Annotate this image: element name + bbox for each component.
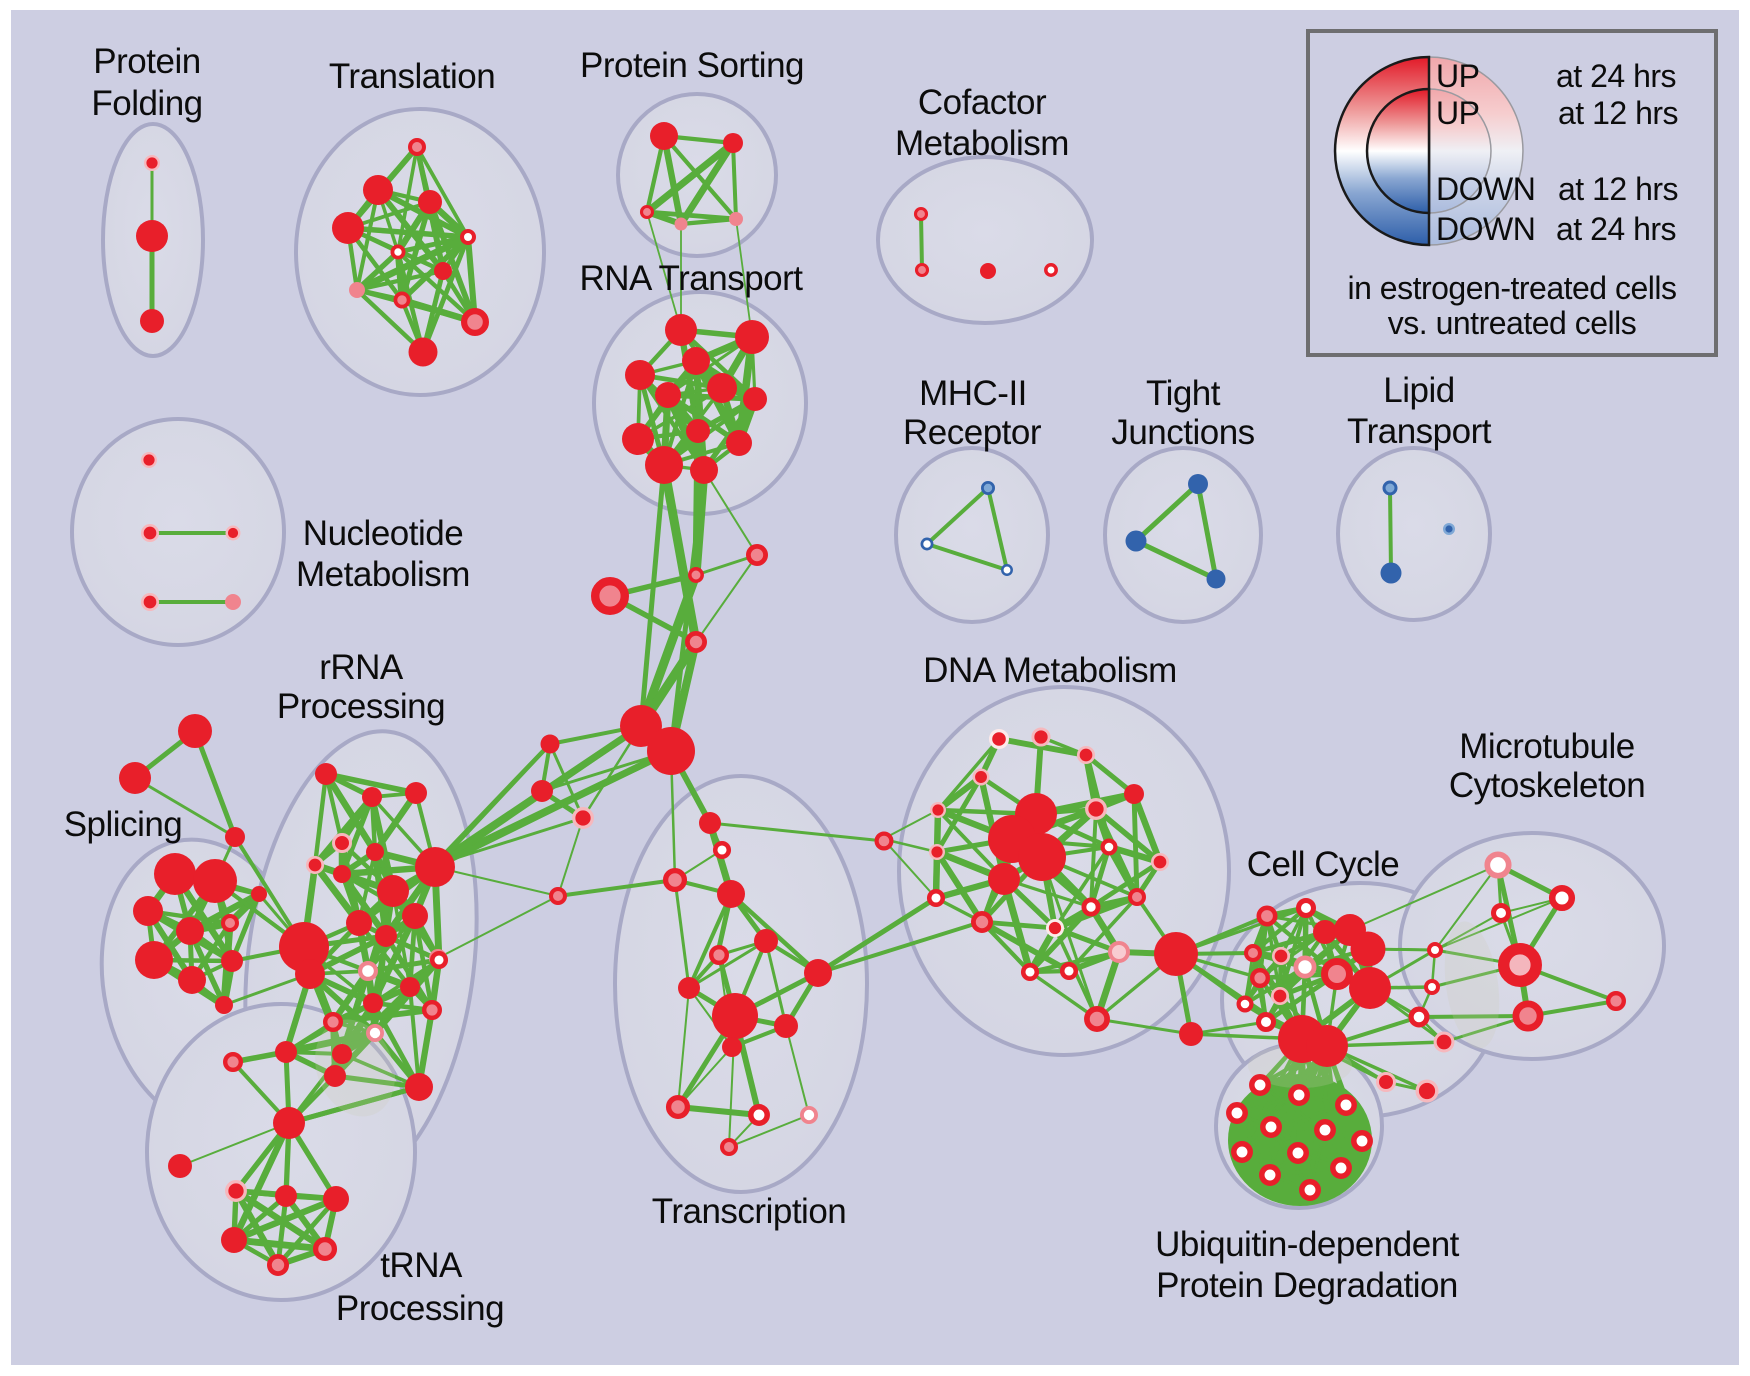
svg-text:Ubiquitin-dependent: Ubiquitin-dependent — [1155, 1225, 1460, 1264]
svg-text:Junctions: Junctions — [1111, 413, 1254, 452]
svg-text:Transcription: Transcription — [652, 1192, 847, 1231]
svg-text:RNA Transport: RNA Transport — [579, 259, 803, 298]
svg-text:at 12 hrs: at 12 hrs — [1558, 95, 1678, 131]
svg-text:UP: UP — [1436, 58, 1479, 94]
svg-text:at 12 hrs: at 12 hrs — [1558, 171, 1678, 207]
svg-text:vs. untreated cells: vs. untreated cells — [1388, 305, 1636, 341]
svg-text:MHC-II: MHC-II — [919, 374, 1027, 413]
svg-text:Splicing: Splicing — [64, 805, 183, 844]
svg-text:Nucleotide: Nucleotide — [303, 514, 463, 553]
svg-text:at 24 hrs: at 24 hrs — [1556, 211, 1676, 247]
svg-text:Microtubule: Microtubule — [1459, 727, 1634, 766]
svg-text:Processing: Processing — [277, 687, 445, 726]
svg-text:Protein Sorting: Protein Sorting — [580, 46, 804, 85]
svg-text:DNA Metabolism: DNA Metabolism — [923, 651, 1177, 690]
svg-text:DOWN: DOWN — [1436, 211, 1535, 247]
svg-text:Metabolism: Metabolism — [895, 124, 1069, 163]
svg-text:rRNA: rRNA — [319, 648, 404, 687]
svg-text:Protein Degradation: Protein Degradation — [1156, 1266, 1458, 1305]
svg-text:Translation: Translation — [329, 57, 495, 96]
svg-text:in estrogen-treated cells: in estrogen-treated cells — [1347, 270, 1676, 306]
svg-text:Cell Cycle: Cell Cycle — [1247, 845, 1400, 884]
svg-text:at 24 hrs: at 24 hrs — [1556, 58, 1676, 94]
svg-text:Receptor: Receptor — [903, 413, 1042, 452]
svg-text:Protein: Protein — [93, 42, 200, 81]
svg-text:DOWN: DOWN — [1436, 171, 1535, 207]
svg-text:Cytoskeleton: Cytoskeleton — [1449, 766, 1645, 805]
svg-text:UP: UP — [1436, 95, 1479, 131]
svg-text:Processing: Processing — [336, 1289, 504, 1328]
svg-text:Cofactor: Cofactor — [918, 83, 1047, 122]
svg-text:Folding: Folding — [91, 84, 202, 123]
svg-text:Lipid: Lipid — [1383, 371, 1454, 410]
svg-text:Transport: Transport — [1347, 412, 1492, 451]
svg-text:tRNA: tRNA — [380, 1246, 463, 1285]
svg-text:Metabolism: Metabolism — [296, 555, 470, 594]
svg-text:Tight: Tight — [1146, 374, 1221, 413]
